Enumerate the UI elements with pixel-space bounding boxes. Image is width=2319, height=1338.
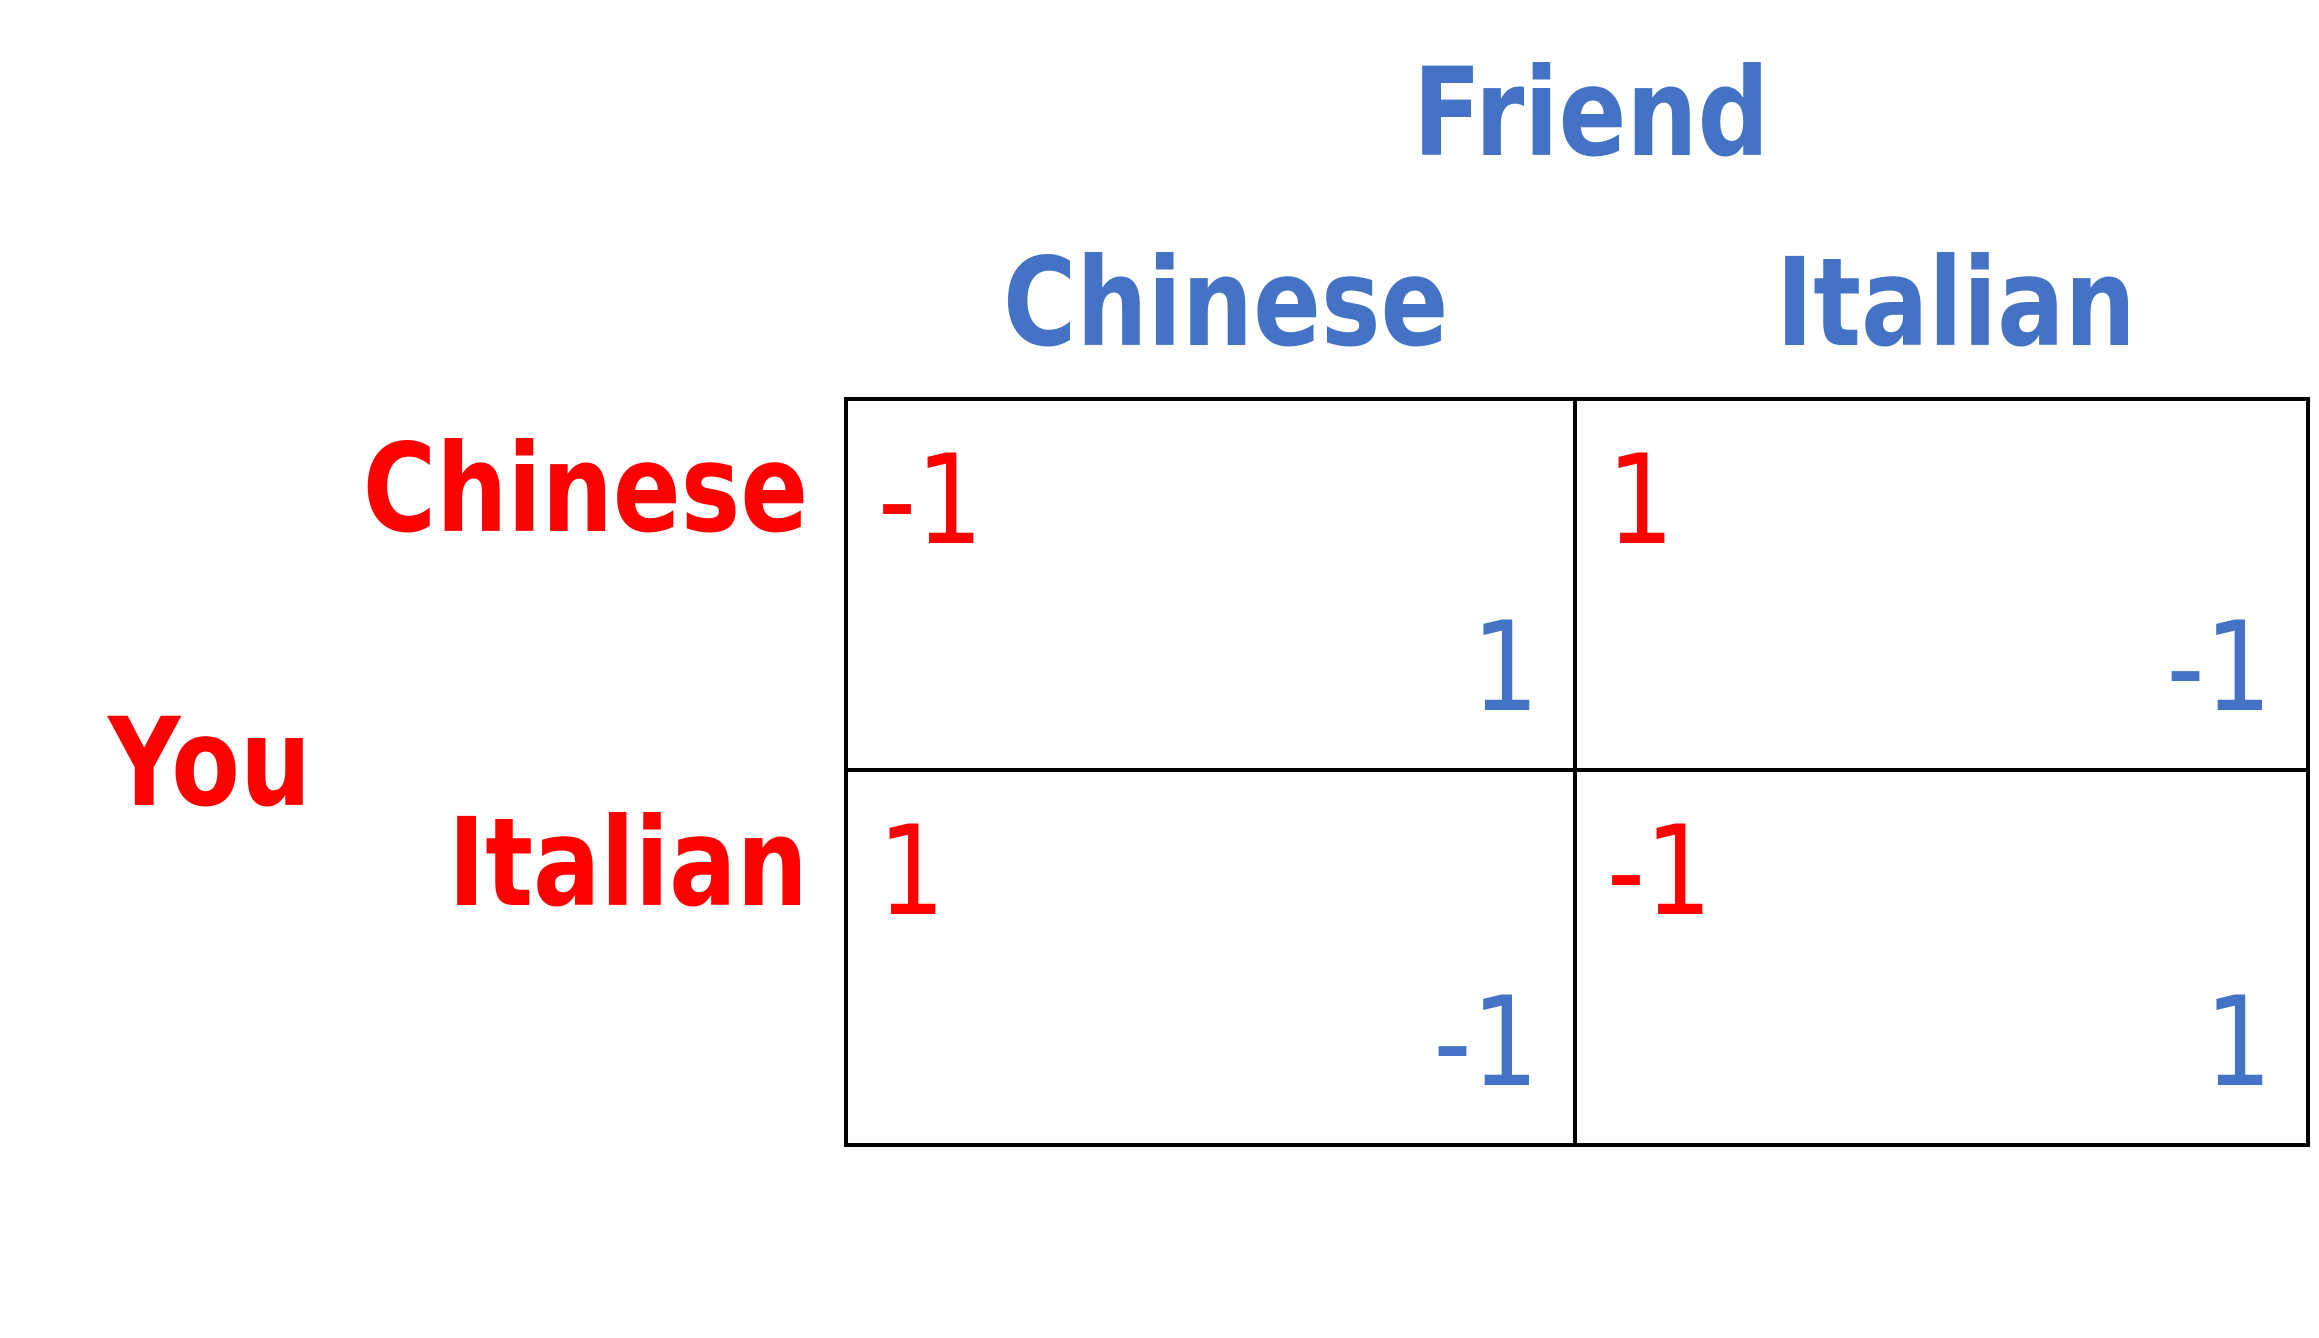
payoff-cell-chinese-italian: 1 -1 bbox=[1577, 401, 2306, 772]
column-player-label: Friend bbox=[1413, 42, 1770, 184]
column-strategy-chinese: Chinese bbox=[1003, 232, 1449, 374]
row-player-label: You bbox=[108, 692, 312, 834]
row-player-payoff: 1 bbox=[878, 800, 946, 944]
column-player-payoff: -1 bbox=[1433, 971, 1539, 1115]
row-player-payoff: -1 bbox=[878, 429, 984, 573]
row-strategy-italian: Italian bbox=[448, 792, 808, 934]
payoff-matrix: -1 1 1 -1 1 -1 -1 1 bbox=[844, 397, 2310, 1147]
payoff-cell-italian-chinese: 1 -1 bbox=[848, 772, 1577, 1143]
row-player-payoff: -1 bbox=[1607, 800, 1713, 944]
row-player-payoff: 1 bbox=[1607, 429, 1675, 573]
column-player-payoff: 1 bbox=[2204, 971, 2272, 1115]
column-strategy-italian: Italian bbox=[1776, 232, 2136, 374]
payoff-cell-italian-italian: -1 1 bbox=[1577, 772, 2306, 1143]
column-player-payoff: 1 bbox=[1471, 596, 1539, 740]
row-strategy-chinese: Chinese bbox=[362, 418, 808, 560]
column-player-payoff: -1 bbox=[2166, 596, 2272, 740]
payoff-cell-chinese-chinese: -1 1 bbox=[848, 401, 1577, 772]
